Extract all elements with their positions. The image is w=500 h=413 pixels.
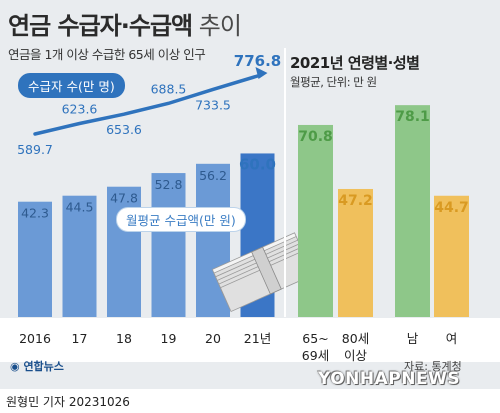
right-x-tick-1-0: 80세 [342,331,369,346]
bar-demographic-label-0: 70.8 [298,129,333,145]
bar-amount-label-0: 42.3 [21,206,49,221]
x-tick-0: 2016 [19,331,51,346]
x-tick-1: 17 [72,331,88,346]
bar-amount-label-3: 52.8 [155,177,183,192]
x-tick-3: 19 [161,331,177,346]
bar-amount-3 [152,173,186,317]
right-chart-unit: 월평균, 단위: 만 원 [290,74,377,90]
bar-demographic-2 [395,105,430,317]
right-x-tick-0-0: 65~ [302,331,328,346]
recipients-label-3: 688.5 [151,81,187,96]
recipients-label-0: 589.7 [17,142,53,157]
x-tick-5: 21년 [244,331,271,346]
bar-demographic-label-1: 47.2 [338,193,373,209]
bar-amount-label-1: 44.5 [66,200,94,215]
right-x-tick-3-0: 여 [446,331,458,346]
x-tick-4: 20 [205,331,221,346]
recipients-label-1: 623.6 [62,101,98,116]
yonhap-logo: ◉ 연합뉴스 [10,358,64,374]
legend-recipients: 수급자 수(만 명) [18,73,125,98]
recipients-label-2: 653.6 [106,122,142,137]
bar-demographic-label-2: 78.1 [395,109,430,125]
watermark: YONHAPNEWS [318,369,460,389]
bar-amount-label-5: 60.0 [239,155,276,173]
bar-amount-label-2: 47.8 [110,191,138,206]
right-x-tick-0-1: 69세 [302,348,329,363]
recipients-label-5: 776.8 [234,52,281,70]
page-title: 연금 수급자·수급액 추이 [8,6,241,41]
x-tick-2: 18 [116,331,132,346]
bar-demographic-0 [298,125,333,317]
byline: 원형민 기자 20231026 [6,393,130,410]
page-subtitle: 연금을 1개 이상 수급한 65세 이상 인구 [8,44,205,63]
right-x-tick-1-1: 이상 [344,348,368,363]
recipients-label-4: 733.5 [195,97,231,112]
legend-monthly-amount: 월평균 수급액(만 원) [116,207,246,232]
right-x-tick-2-0: 남 [407,331,419,346]
right-chart-title: 2021년 연령별·성별 [290,52,419,73]
bar-amount-label-4: 56.2 [199,168,227,183]
bar-demographic-label-3: 44.7 [434,200,469,216]
